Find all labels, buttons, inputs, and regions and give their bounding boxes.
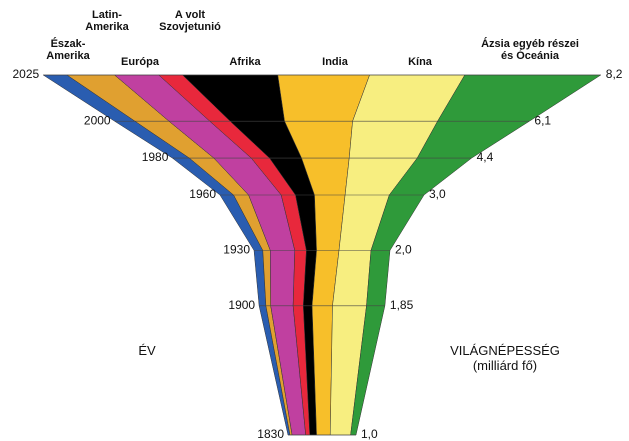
- year-label: 2000: [84, 113, 111, 127]
- year-label: 1960: [189, 187, 216, 201]
- y-axis-label: VILÁGNÉPESSÉG: [450, 343, 560, 358]
- total-label: 1,0: [361, 427, 378, 441]
- legend-label: Latin-Amerika: [85, 9, 129, 33]
- legend-label: Európa: [121, 56, 159, 68]
- total-label: 8,2: [606, 67, 623, 81]
- legend-label: India: [322, 56, 348, 68]
- total-label: 6,1: [534, 113, 551, 127]
- legend-label: Észak-Amerika: [46, 38, 90, 62]
- year-label: 1830: [257, 427, 284, 441]
- total-label: 1,85: [390, 298, 414, 312]
- year-label: 1930: [223, 243, 250, 257]
- year-label: 2025: [12, 67, 39, 81]
- x-axis-label: ÉV: [138, 343, 156, 358]
- y-unit: (milliárd fő): [472, 358, 538, 373]
- legend-label: A volt Szovjetunió: [159, 9, 221, 33]
- total-label: 2,0: [395, 243, 412, 257]
- total-label: 4,4: [477, 150, 494, 164]
- total-label: 3,0: [429, 187, 446, 201]
- legend-label: Afrika: [229, 56, 261, 68]
- legend-label: Ázsia egyéb részei és Óceánia: [481, 38, 579, 62]
- year-label: 1900: [228, 298, 255, 312]
- year-label: 1980: [142, 150, 169, 164]
- legend-label: Kína: [408, 56, 432, 68]
